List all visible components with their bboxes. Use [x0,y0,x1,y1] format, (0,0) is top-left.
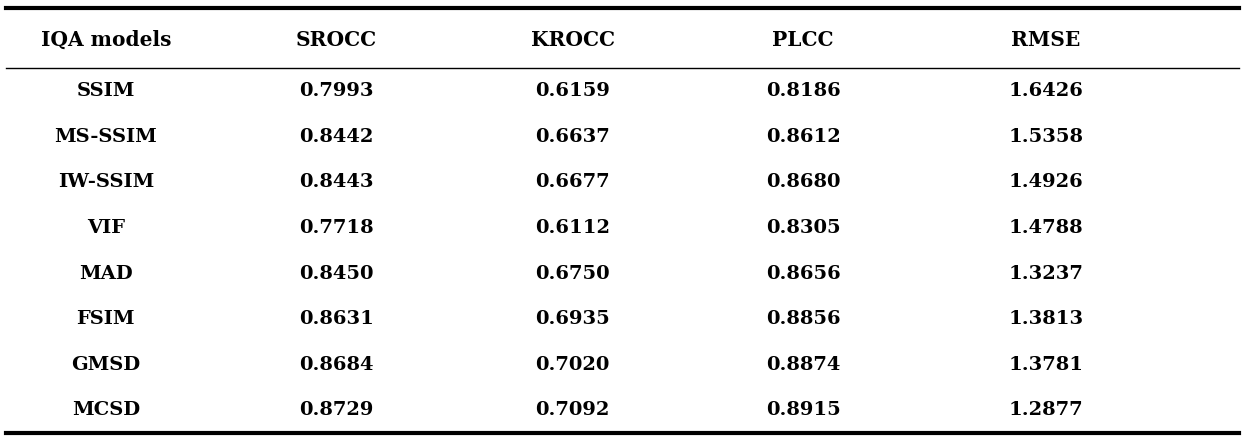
Text: 0.8612: 0.8612 [766,128,840,146]
Text: 0.8656: 0.8656 [766,265,840,283]
Text: 0.6750: 0.6750 [535,265,610,283]
Text: 0.8443: 0.8443 [299,173,374,191]
Text: 0.8450: 0.8450 [299,265,374,283]
Text: VIF: VIF [87,219,124,237]
Text: MAD: MAD [78,265,133,283]
Text: 1.4926: 1.4926 [1008,173,1083,191]
Text: 1.3813: 1.3813 [1008,310,1083,328]
Text: 0.8186: 0.8186 [766,82,840,100]
Text: 0.7020: 0.7020 [535,356,610,374]
Text: 1.5358: 1.5358 [1008,128,1083,146]
Text: 1.4788: 1.4788 [1008,219,1083,237]
Text: 1.6426: 1.6426 [1008,82,1083,100]
Text: 1.2877: 1.2877 [1008,401,1083,419]
Text: 0.8874: 0.8874 [766,356,840,374]
Text: 0.8684: 0.8684 [299,356,374,374]
Text: IQA models: IQA models [41,30,171,50]
Text: 0.7092: 0.7092 [535,401,610,419]
Text: MS-SSIM: MS-SSIM [55,128,157,146]
Text: 0.8680: 0.8680 [766,173,840,191]
Text: 0.8915: 0.8915 [766,401,840,419]
Text: 0.7993: 0.7993 [299,82,374,100]
Text: 0.7718: 0.7718 [299,219,374,237]
Text: KROCC: KROCC [530,30,615,50]
Text: 0.6935: 0.6935 [535,310,610,328]
Text: 0.8305: 0.8305 [766,219,840,237]
Text: FSIM: FSIM [77,310,134,328]
Text: 1.3781: 1.3781 [1008,356,1083,374]
Text: RMSE: RMSE [1011,30,1081,50]
Text: 0.6637: 0.6637 [535,128,610,146]
Text: 0.8856: 0.8856 [766,310,840,328]
Text: 0.8631: 0.8631 [299,310,374,328]
Text: 0.6159: 0.6159 [535,82,610,100]
Text: 0.6677: 0.6677 [535,173,610,191]
Text: 0.8442: 0.8442 [299,128,374,146]
Text: SSIM: SSIM [77,82,134,100]
Text: SROCC: SROCC [295,30,377,50]
Text: 0.8729: 0.8729 [299,401,374,419]
Text: MCSD: MCSD [72,401,139,419]
Text: PLCC: PLCC [772,30,834,50]
Text: IW-SSIM: IW-SSIM [57,173,154,191]
Text: 1.3237: 1.3237 [1008,265,1083,283]
Text: GMSD: GMSD [71,356,141,374]
Text: 0.6112: 0.6112 [535,219,610,237]
